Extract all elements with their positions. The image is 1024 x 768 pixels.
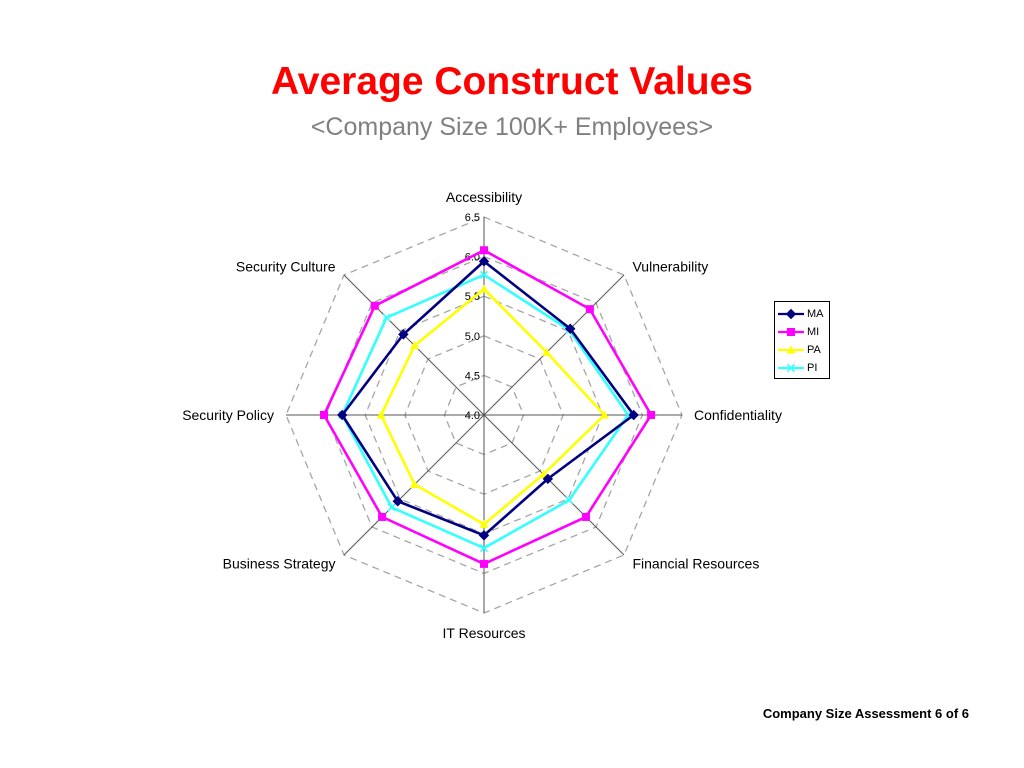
data-point xyxy=(387,503,396,512)
category-label: Confidentiality xyxy=(694,407,782,423)
data-point xyxy=(599,410,609,419)
legend-label: PA xyxy=(807,344,821,356)
radar-axis-line xyxy=(483,274,625,416)
tick-label: 4.0 xyxy=(465,410,480,422)
data-point xyxy=(542,473,554,485)
legend-item-pi: PI xyxy=(775,359,829,377)
data-point xyxy=(392,496,403,507)
data-point xyxy=(376,410,386,419)
data-point xyxy=(628,409,639,421)
legend-item-ma: MA xyxy=(775,305,829,323)
data-point xyxy=(478,530,490,541)
chart-legend: MA MI PA PI xyxy=(774,301,830,379)
data-point xyxy=(785,308,797,320)
legend-swatch xyxy=(778,345,804,354)
chart-title: Average Construct Values xyxy=(271,60,753,103)
legend-swatch xyxy=(778,363,804,373)
data-point xyxy=(382,313,391,322)
category-label: Financial Resources xyxy=(632,555,759,571)
category-label: IT Resources xyxy=(443,625,526,641)
data-point xyxy=(479,270,489,279)
data-point xyxy=(337,409,348,421)
legend-swatch xyxy=(778,308,804,320)
radar-series xyxy=(320,246,656,568)
data-point xyxy=(410,341,420,350)
page-footer: Company Size Assessment 6 of 6 xyxy=(762,706,969,721)
data-point xyxy=(320,411,329,419)
series-mi xyxy=(320,246,656,568)
legend-label: MA xyxy=(807,308,824,320)
legend-swatch xyxy=(778,328,804,336)
radar-tick-labels: 4.04.55.05.56.06.5 xyxy=(465,212,480,422)
data-point xyxy=(786,363,796,373)
data-point xyxy=(480,559,488,568)
radar-category-labels: Accessibility Vulnerability Confidentialit… xyxy=(182,189,782,641)
data-point xyxy=(410,479,420,489)
data-point xyxy=(565,496,574,505)
series-ma xyxy=(337,256,639,541)
legend-item-pa: PA xyxy=(775,341,829,359)
data-point xyxy=(581,512,590,521)
data-point xyxy=(479,284,489,293)
data-point xyxy=(480,246,488,255)
category-label: Accessibility xyxy=(446,189,522,205)
data-point xyxy=(378,512,387,521)
tick-label: 6.5 xyxy=(465,212,480,224)
radar-axis-line xyxy=(483,414,625,556)
data-point xyxy=(585,305,594,314)
category-label: Business Strategy xyxy=(223,555,336,571)
data-point xyxy=(786,345,796,354)
data-point xyxy=(479,543,489,553)
legend-label: MI xyxy=(807,326,820,338)
data-point xyxy=(565,323,576,334)
data-point xyxy=(370,301,379,310)
data-point xyxy=(787,328,795,336)
data-point xyxy=(479,519,489,528)
tick-label: 5.0 xyxy=(465,331,480,343)
category-label: Security Policy xyxy=(182,407,274,423)
data-point xyxy=(647,411,656,419)
data-point xyxy=(398,329,409,340)
category-label: Security Culture xyxy=(236,259,336,275)
legend-label: PI xyxy=(807,362,818,374)
legend-item-mi: MI xyxy=(775,323,829,341)
tick-label: 4.5 xyxy=(465,370,480,382)
data-point xyxy=(542,347,552,356)
chart-subtitle: <Company Size 100K+ Employees> xyxy=(310,113,714,141)
category-label: Vulnerability xyxy=(632,259,708,275)
data-point xyxy=(478,256,490,267)
